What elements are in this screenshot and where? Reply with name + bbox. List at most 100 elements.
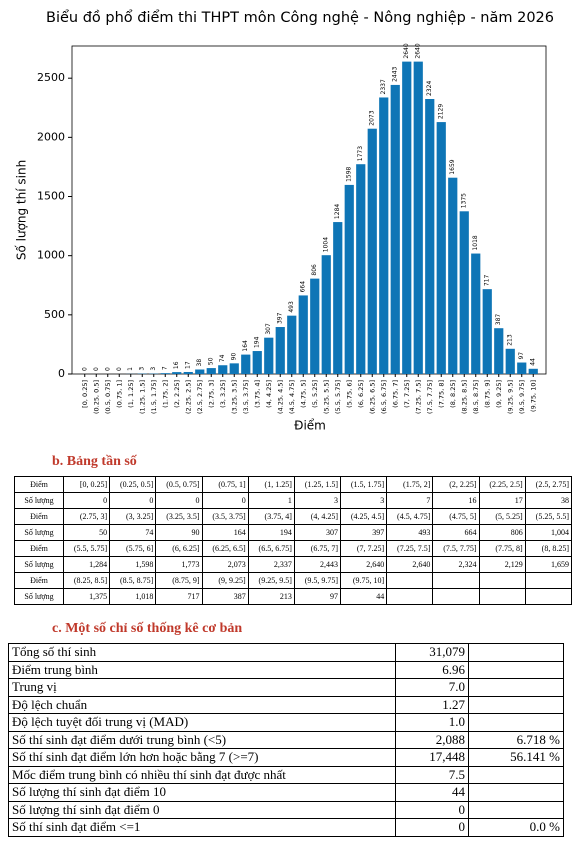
row-label: Số lượng bbox=[14, 524, 64, 541]
data-label: 1375 bbox=[461, 193, 468, 208]
bar bbox=[517, 362, 527, 374]
bar bbox=[287, 315, 297, 374]
stat-percent: 0.0 % bbox=[468, 818, 564, 837]
count: 397 bbox=[340, 524, 388, 541]
table-row: Số lượng thí sinh đạt điểm 10 44 bbox=[8, 783, 564, 802]
y-tick-label: 500 bbox=[44, 308, 65, 321]
data-label: 1659 bbox=[449, 159, 456, 174]
stat-value: 7.5 bbox=[395, 765, 469, 784]
count: 0 bbox=[155, 492, 203, 509]
bar bbox=[183, 371, 193, 374]
score-range: (0.75, 1] bbox=[201, 476, 249, 493]
count: 307 bbox=[293, 524, 342, 541]
count: 17 bbox=[478, 492, 526, 509]
count: 1,018 bbox=[109, 588, 157, 605]
data-label: 2640 bbox=[415, 43, 422, 58]
plot-frame bbox=[71, 45, 547, 375]
data-label: 806 bbox=[311, 264, 318, 276]
x-tick-label: (9.25, 9.5] bbox=[506, 380, 514, 414]
bar bbox=[195, 369, 205, 374]
count: 0 bbox=[201, 492, 249, 509]
stat-label: Độ lệch tuyệt đối trung vị (MAD) bbox=[8, 713, 396, 732]
count: 164 bbox=[201, 524, 249, 541]
data-label: 2129 bbox=[438, 104, 445, 119]
score-range: (3.25, 3.5] bbox=[155, 508, 203, 525]
x-axis-label: Điểm bbox=[294, 419, 326, 433]
y-tick-label: 1500 bbox=[37, 190, 65, 203]
x-tick-label: (5, 5.25] bbox=[311, 380, 319, 408]
table-row: Số lượng 50 74 90 164 194 307 397 493 664 806 1,004 bbox=[14, 524, 573, 541]
bar bbox=[206, 368, 216, 374]
stat-percent bbox=[468, 713, 564, 732]
data-label: 194 bbox=[254, 336, 261, 348]
empty-cell bbox=[386, 588, 434, 605]
section-title: b. Bảng tần số bbox=[52, 454, 137, 469]
data-label: 1284 bbox=[334, 204, 341, 219]
stat-value: 0 bbox=[395, 800, 469, 819]
x-tick-label: [0, 0.25] bbox=[81, 380, 89, 408]
score-range: (8, 8.25] bbox=[524, 540, 573, 557]
stat-value: 6.96 bbox=[395, 660, 469, 679]
count: 44 bbox=[340, 588, 388, 605]
data-label: 164 bbox=[242, 340, 249, 352]
bar bbox=[310, 278, 320, 374]
table-row: Mốc điểm trung bình có nhiều thí sinh đạ… bbox=[8, 765, 564, 784]
count: 1,598 bbox=[109, 556, 157, 573]
x-tick-label: (8.75, 9] bbox=[483, 380, 491, 408]
count: 2,324 bbox=[432, 556, 480, 573]
stat-percent: 6.718 % bbox=[468, 730, 564, 749]
stat-value: 7.0 bbox=[395, 678, 469, 697]
data-label: 1 bbox=[127, 367, 134, 371]
score-range: (8.75, 9] bbox=[155, 572, 203, 589]
stat-value: 1.0 bbox=[395, 713, 469, 732]
score-range: (1.5, 1.75] bbox=[340, 476, 388, 493]
stat-value: 17,448 bbox=[395, 748, 469, 767]
row-label: Điểm bbox=[14, 508, 64, 525]
table-row: Tổng số thí sinh 31,079 bbox=[8, 643, 564, 662]
bar bbox=[264, 337, 274, 374]
bar bbox=[482, 289, 492, 374]
stat-label: Trung vị bbox=[8, 678, 396, 697]
count: 97 bbox=[293, 588, 342, 605]
x-tick-label: (3.25, 3.5] bbox=[230, 380, 238, 414]
data-label: 74 bbox=[219, 354, 226, 362]
score-range: (3.75, 4] bbox=[247, 508, 295, 525]
x-tick-label: (6.75, 7] bbox=[391, 380, 399, 408]
stat-label: Số thí sinh đạt điểm dưới trung bình (<5… bbox=[8, 730, 396, 749]
x-tick-label: (0.5, 0.75] bbox=[104, 380, 112, 414]
y-tick-label: 1000 bbox=[37, 249, 65, 262]
data-label: 3 bbox=[150, 367, 157, 371]
count: 1,284 bbox=[62, 556, 111, 573]
bar bbox=[425, 99, 435, 374]
count: 1,773 bbox=[155, 556, 203, 573]
stat-value: 2,088 bbox=[395, 730, 469, 749]
x-tick-label: (2.25, 2.5] bbox=[184, 380, 192, 414]
count: 194 bbox=[247, 524, 295, 541]
stat-percent bbox=[468, 643, 564, 662]
score-range: (6.25, 6.5] bbox=[201, 540, 249, 557]
score-range: (7, 7.25] bbox=[340, 540, 388, 557]
stat-value: 44 bbox=[395, 783, 469, 802]
count: 2,443 bbox=[293, 556, 342, 573]
data-label: 397 bbox=[277, 312, 284, 324]
score-range: (3.5, 3.75] bbox=[201, 508, 249, 525]
count: 7 bbox=[386, 492, 434, 509]
data-label: 0 bbox=[93, 367, 100, 371]
count: 3 bbox=[293, 492, 342, 509]
count: 2,337 bbox=[247, 556, 295, 573]
table-row: Số thí sinh đạt điểm dưới trung bình (<5… bbox=[8, 730, 564, 749]
count: 1,375 bbox=[62, 588, 111, 605]
stat-percent bbox=[468, 695, 564, 714]
bar bbox=[241, 354, 251, 374]
bar bbox=[321, 255, 331, 374]
table-row: Độ lệch chuẩn 1.27 bbox=[8, 695, 564, 714]
y-tick-label: 0 bbox=[58, 367, 65, 380]
x-tick-label: (0.75, 1] bbox=[115, 380, 123, 408]
bar bbox=[218, 365, 228, 374]
data-label: 2324 bbox=[426, 81, 433, 96]
score-range: (3, 3.25] bbox=[109, 508, 157, 525]
data-label: 0 bbox=[116, 367, 123, 371]
x-tick-label: (9, 9.25] bbox=[495, 380, 503, 408]
data-label: 2640 bbox=[403, 43, 410, 58]
